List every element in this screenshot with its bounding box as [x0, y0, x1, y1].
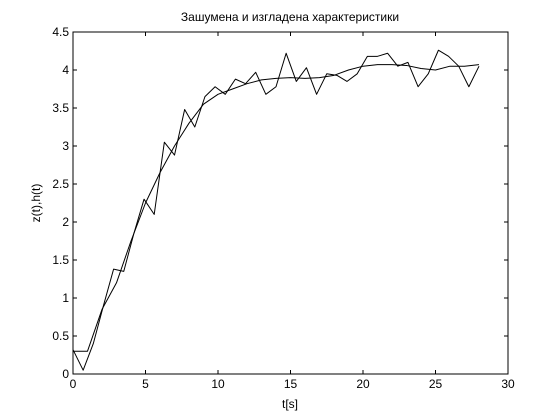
smoothed-series-line [73, 64, 480, 352]
chart-title: Зашумена и изгладена характеристики [181, 10, 399, 24]
x-tick-label: 10 [211, 377, 225, 391]
x-tick-label: 15 [284, 377, 298, 391]
x-tick-label: 0 [70, 377, 77, 391]
y-tick-label: 0.5 [52, 329, 69, 343]
x-axis-label: t[s] [282, 397, 298, 411]
y-tick-label: 4.5 [52, 25, 69, 39]
y-tick-label: 2.5 [52, 177, 69, 191]
y-tick-label: 2 [62, 215, 69, 229]
plot-area [73, 32, 508, 374]
y-tick-label: 3 [62, 139, 69, 153]
noisy-series-line [72, 49, 480, 371]
x-tick-label: 5 [142, 377, 149, 391]
y-tick-label: 1.5 [52, 253, 69, 267]
y-tick-label: 1 [62, 291, 69, 305]
y-axis-label: z(t),h(t) [29, 184, 43, 223]
x-tick-label: 20 [356, 377, 370, 391]
y-tick-label: 0 [62, 367, 69, 381]
y-tick-label: 4 [62, 63, 69, 77]
x-tick-label: 25 [429, 377, 443, 391]
x-tick-label: 30 [501, 377, 515, 391]
y-tick-label: 3.5 [52, 101, 69, 115]
series-layer [72, 49, 480, 371]
ticks: 0 5 10 15 20 25 30 0 0.5 1 1.5 2 2.5 3 3.5 4 4.5 [52, 25, 515, 391]
axes-box [72, 31, 509, 375]
